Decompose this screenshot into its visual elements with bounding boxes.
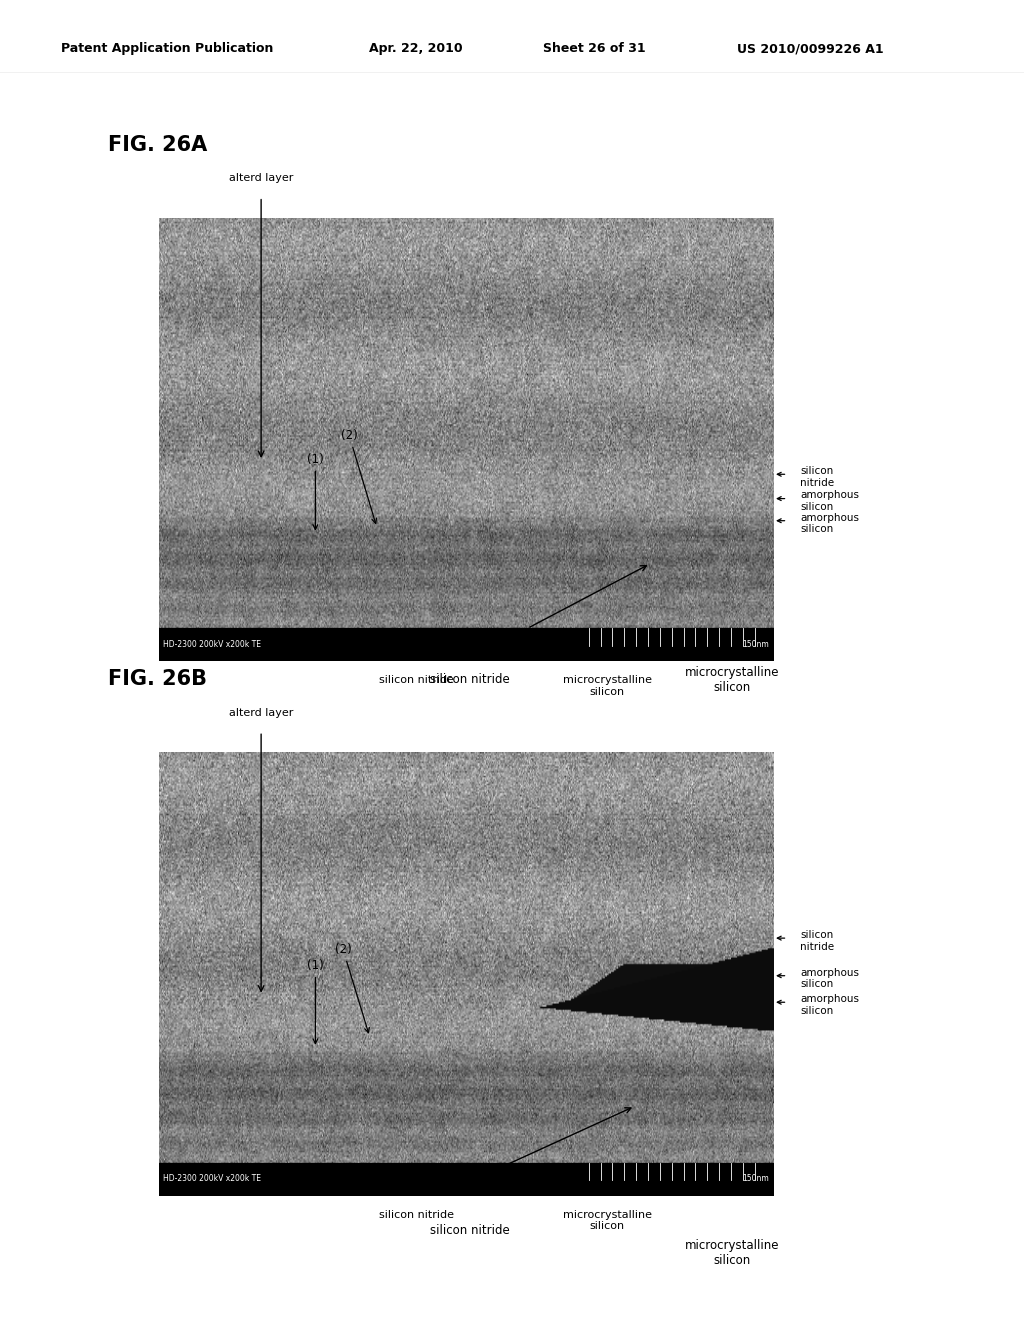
Text: US 2010/0099226 A1: US 2010/0099226 A1 [737, 42, 884, 55]
Text: silicon nitride: silicon nitride [430, 673, 510, 686]
Text: Sheet 26 of 31: Sheet 26 of 31 [543, 42, 645, 55]
Text: microcrystalline
silicon: microcrystalline silicon [685, 1239, 779, 1267]
Text: alterd layer: alterd layer [229, 708, 293, 718]
Text: amorphous
silicon: amorphous silicon [801, 491, 859, 512]
Text: microcrystalline
silicon: microcrystalline silicon [685, 665, 779, 694]
Text: (1): (1) [307, 453, 324, 529]
Text: amorphous
silicon: amorphous silicon [801, 968, 859, 989]
Text: FIG. 26A: FIG. 26A [108, 135, 207, 154]
Text: (1): (1) [307, 958, 324, 1044]
Text: (2): (2) [341, 429, 377, 523]
Text: HD-2300 200kV x200k TE: HD-2300 200kV x200k TE [163, 640, 261, 648]
Text: silicon nitride: silicon nitride [430, 1224, 510, 1237]
Text: amorphous
silicon: amorphous silicon [801, 994, 859, 1015]
Text: alterd layer: alterd layer [229, 173, 293, 183]
Text: silicon nitride: silicon nitride [379, 676, 455, 685]
Text: silicon
nitride: silicon nitride [801, 931, 835, 952]
Text: amorphous
silicon: amorphous silicon [801, 512, 859, 535]
Text: (2): (2) [335, 942, 370, 1032]
Text: microcrystalline
silicon: microcrystalline silicon [563, 1209, 651, 1232]
Text: HD-2300 200kV x200k TE: HD-2300 200kV x200k TE [163, 1175, 261, 1183]
Text: 150nm: 150nm [742, 1175, 769, 1183]
Text: Patent Application Publication: Patent Application Publication [61, 42, 273, 55]
Text: Apr. 22, 2010: Apr. 22, 2010 [369, 42, 462, 55]
Text: silicon nitride: silicon nitride [379, 1209, 455, 1220]
Text: silicon
nitride: silicon nitride [801, 466, 835, 487]
Text: microcrystalline
silicon: microcrystalline silicon [563, 676, 651, 697]
Text: 150nm: 150nm [742, 640, 769, 648]
Text: FIG. 26B: FIG. 26B [108, 669, 207, 689]
